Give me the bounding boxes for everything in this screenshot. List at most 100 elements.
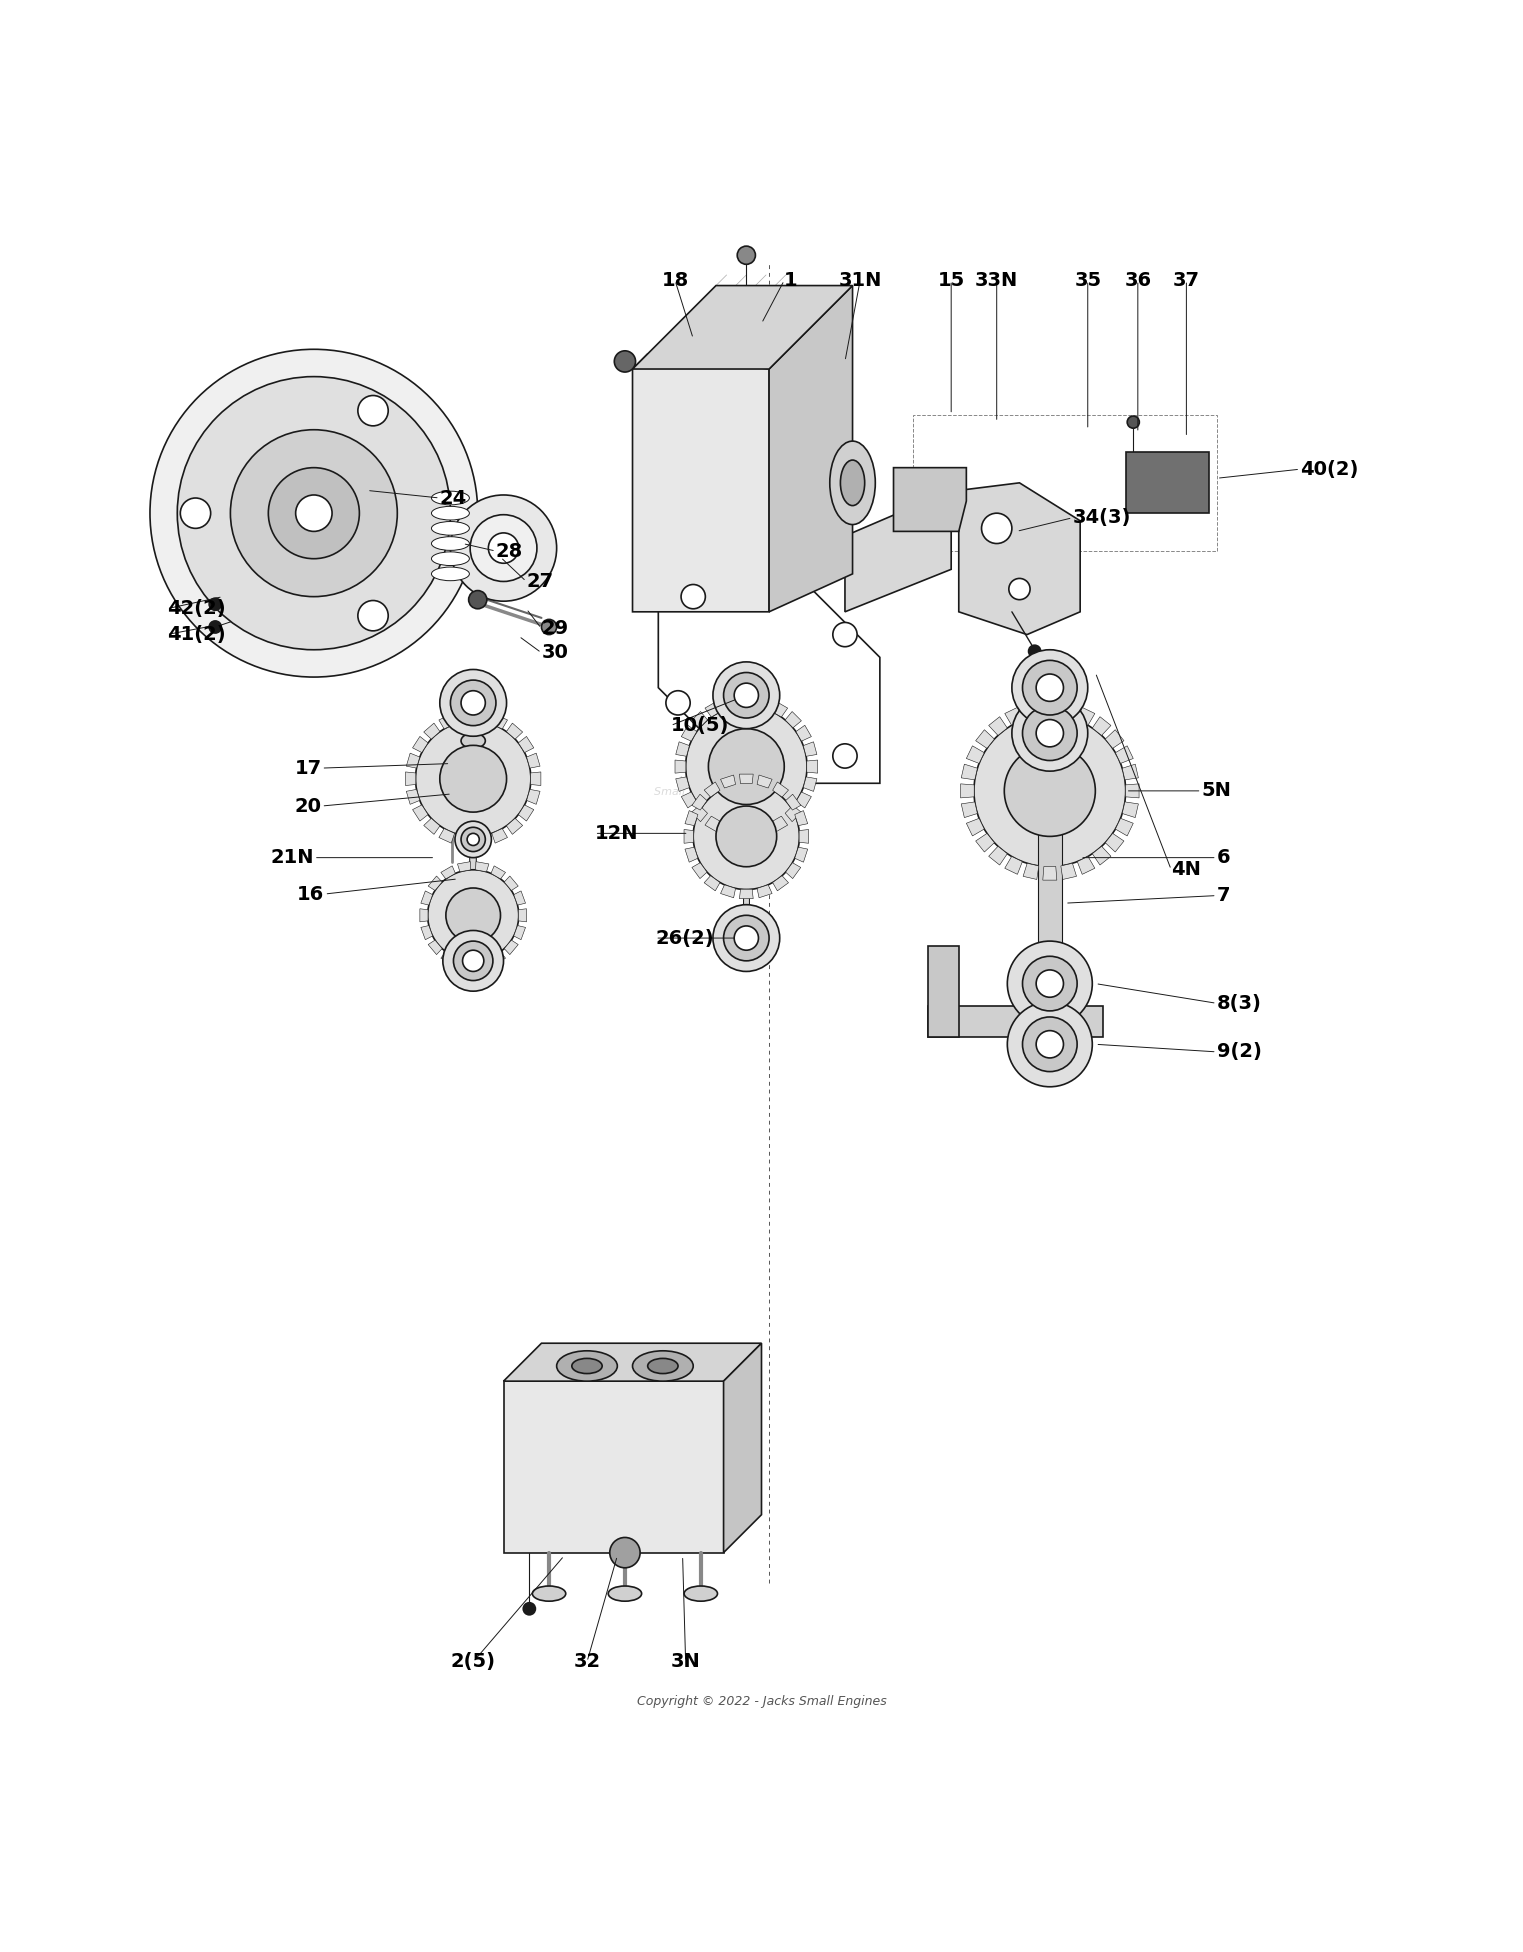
Text: 16: 16 <box>297 884 324 904</box>
Circle shape <box>463 951 484 972</box>
Circle shape <box>177 377 451 650</box>
Circle shape <box>708 728 784 804</box>
Polygon shape <box>691 712 708 728</box>
Polygon shape <box>504 876 518 890</box>
Text: 17: 17 <box>294 759 321 777</box>
Polygon shape <box>786 806 801 822</box>
Circle shape <box>713 904 780 972</box>
Polygon shape <box>527 789 541 804</box>
Circle shape <box>734 683 758 707</box>
Polygon shape <box>428 941 442 955</box>
Polygon shape <box>440 867 455 878</box>
Polygon shape <box>420 925 433 939</box>
Circle shape <box>451 496 556 601</box>
Text: 18: 18 <box>661 271 688 289</box>
Ellipse shape <box>431 521 469 535</box>
Circle shape <box>723 915 769 960</box>
Circle shape <box>1008 578 1030 599</box>
Text: Copyright © 2022 - Jacks Small Engines: Copyright © 2022 - Jacks Small Engines <box>637 1694 886 1708</box>
Polygon shape <box>504 1343 762 1382</box>
Text: 35: 35 <box>1074 271 1101 289</box>
Circle shape <box>833 623 857 646</box>
Polygon shape <box>504 941 518 955</box>
Polygon shape <box>423 722 440 740</box>
Circle shape <box>1004 746 1095 835</box>
Text: 5N: 5N <box>1202 781 1232 800</box>
Polygon shape <box>705 816 720 832</box>
Circle shape <box>295 496 332 531</box>
Polygon shape <box>513 890 525 906</box>
Circle shape <box>209 621 221 632</box>
Circle shape <box>681 584 705 609</box>
Circle shape <box>455 822 492 857</box>
Polygon shape <box>439 714 454 728</box>
Text: 9(2): 9(2) <box>1217 1042 1261 1062</box>
Circle shape <box>230 429 398 597</box>
Polygon shape <box>772 816 787 832</box>
Circle shape <box>416 720 532 835</box>
Polygon shape <box>504 1382 723 1552</box>
Circle shape <box>358 601 388 630</box>
Polygon shape <box>723 1343 762 1552</box>
Polygon shape <box>1115 746 1133 763</box>
Polygon shape <box>1106 730 1124 748</box>
Polygon shape <box>681 793 696 808</box>
Polygon shape <box>722 697 736 711</box>
Circle shape <box>209 597 221 611</box>
Polygon shape <box>757 884 772 898</box>
Ellipse shape <box>431 552 469 566</box>
Polygon shape <box>675 759 685 773</box>
Polygon shape <box>894 468 967 531</box>
Polygon shape <box>976 730 995 748</box>
Polygon shape <box>704 876 720 890</box>
Circle shape <box>833 744 857 767</box>
Polygon shape <box>691 863 707 878</box>
Ellipse shape <box>556 1351 617 1382</box>
Polygon shape <box>795 810 807 826</box>
Polygon shape <box>705 701 720 716</box>
Text: 6: 6 <box>1217 847 1231 867</box>
Polygon shape <box>807 759 818 773</box>
Circle shape <box>1007 941 1092 1027</box>
Polygon shape <box>685 810 698 826</box>
Ellipse shape <box>608 1587 641 1601</box>
Text: 29: 29 <box>542 619 568 638</box>
Circle shape <box>609 1538 640 1567</box>
Text: 12N: 12N <box>594 824 638 843</box>
Polygon shape <box>492 828 507 843</box>
Circle shape <box>737 246 755 264</box>
Polygon shape <box>757 775 772 789</box>
Text: 27: 27 <box>527 572 553 591</box>
Polygon shape <box>490 867 506 878</box>
Circle shape <box>524 1603 536 1614</box>
Polygon shape <box>507 722 522 740</box>
Circle shape <box>685 707 807 828</box>
Polygon shape <box>740 828 752 837</box>
Polygon shape <box>407 753 420 767</box>
Circle shape <box>1022 660 1077 714</box>
Circle shape <box>713 662 780 728</box>
Polygon shape <box>475 958 489 968</box>
Text: 3N: 3N <box>670 1653 701 1671</box>
Polygon shape <box>1125 785 1139 798</box>
Circle shape <box>693 783 800 890</box>
Text: 8(3): 8(3) <box>1217 994 1261 1013</box>
Polygon shape <box>439 828 454 843</box>
Ellipse shape <box>461 734 486 748</box>
Ellipse shape <box>431 492 469 506</box>
Polygon shape <box>490 953 506 964</box>
Polygon shape <box>527 753 541 767</box>
Polygon shape <box>722 824 736 837</box>
Circle shape <box>614 351 635 373</box>
Circle shape <box>730 759 754 783</box>
Polygon shape <box>740 695 752 707</box>
Text: 1: 1 <box>784 271 798 289</box>
Polygon shape <box>772 876 789 890</box>
Polygon shape <box>795 847 807 863</box>
Text: 10(5): 10(5) <box>670 716 730 736</box>
Circle shape <box>1036 720 1063 748</box>
Circle shape <box>723 673 769 718</box>
Text: 26(2): 26(2) <box>655 929 714 947</box>
Polygon shape <box>797 726 812 742</box>
Text: Jacks
Small Engines: Jacks Small Engines <box>653 775 733 796</box>
